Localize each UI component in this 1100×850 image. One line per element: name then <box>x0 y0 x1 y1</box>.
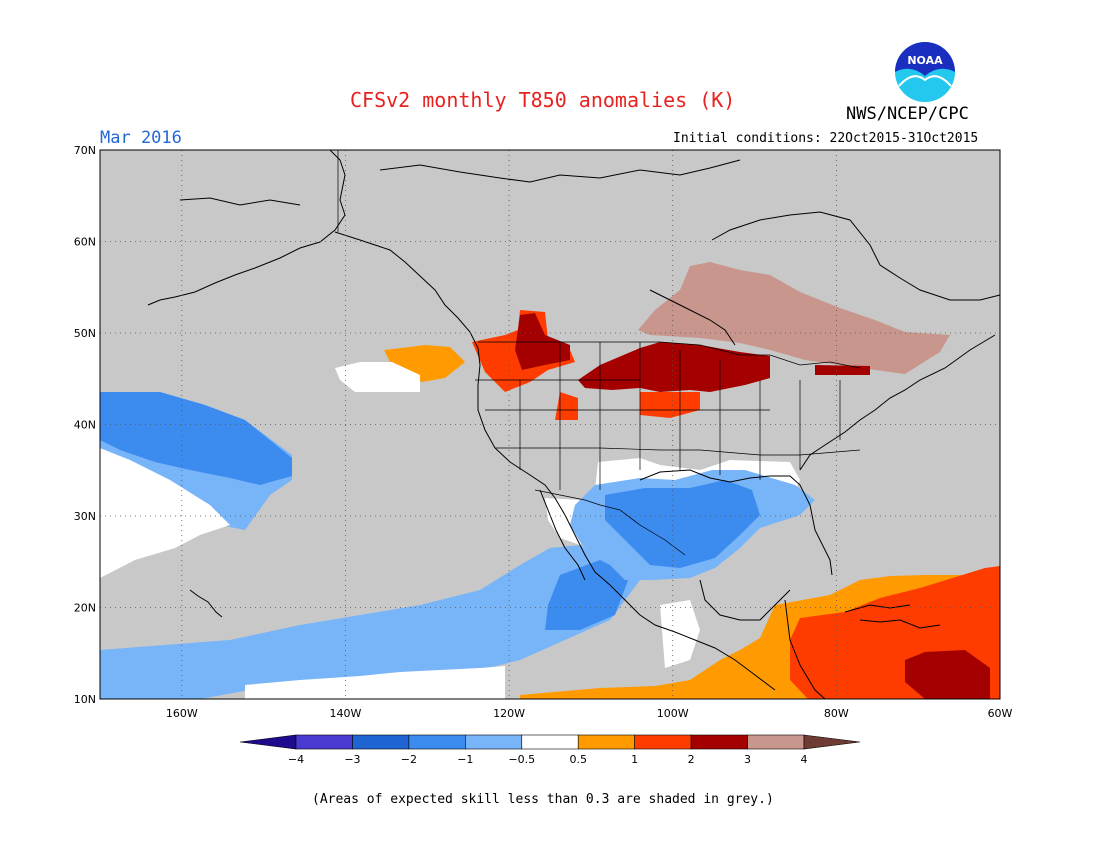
colorbar-label: 2 <box>688 753 695 766</box>
lat-tick-label: 50N <box>74 327 96 340</box>
agency-label: NWS/NCEP/CPC <box>846 104 969 124</box>
lon-tick-label: 140W <box>330 707 362 720</box>
lat-tick-label: 20N <box>74 602 96 615</box>
colorbar-label: 0.5 <box>569 753 587 766</box>
coastlines <box>147 149 1001 700</box>
lat-tick-label: 70N <box>74 144 96 157</box>
neutral-north-pacific <box>100 448 230 578</box>
colorbar-swatch <box>465 734 523 750</box>
warm-anomaly-northern-plains <box>578 342 770 392</box>
lon-tick-label: 100W <box>657 707 689 720</box>
map-title: CFSv2 monthly T850 anomalies (K) <box>350 88 736 112</box>
map-border <box>99 149 1001 700</box>
warm-anomaly-montana <box>515 313 570 370</box>
colorbar-swatch <box>747 734 805 750</box>
noaa-logo: NOAA <box>895 42 955 102</box>
colorbar-swatch <box>521 734 579 750</box>
forecast-month: Mar 2016 <box>100 128 182 148</box>
lon-tick-label: 60W <box>988 707 1013 720</box>
logo-text: NOAA <box>907 54 943 67</box>
colorbar-swatch <box>352 734 410 750</box>
cool-anomaly-north-pacific <box>100 392 292 485</box>
colorbar-over-triangle <box>803 734 861 750</box>
warm-anomaly-canada <box>638 262 950 374</box>
cool-anomaly-subtropical-pacific <box>100 545 640 699</box>
colorbar-swatch <box>577 734 635 750</box>
colorbar-under-triangle <box>239 734 297 750</box>
negative-anomaly-areas <box>100 392 815 699</box>
lat-tick-label: 30N <box>74 510 96 523</box>
colorbar-label: −4 <box>288 753 304 766</box>
lon-tick-label: 160W <box>166 707 198 720</box>
graticule <box>100 150 1000 699</box>
colorbar-swatch <box>690 734 748 750</box>
warm-anomaly-pacific <box>384 345 465 382</box>
colorbar-label: 1 <box>631 753 638 766</box>
warm-anomaly-caribbean-dark <box>905 650 990 699</box>
colorbar-label: 4 <box>801 753 808 766</box>
map-frame: 70N 60N 50N 40N 30N 20N 10N 160W 140W 120W 100W 80… <box>74 144 1013 720</box>
lon-tick-label: 80W <box>824 707 849 720</box>
warm-anomaly-great-lakes <box>815 365 870 375</box>
political-boundaries <box>337 150 861 556</box>
colorbar-swatch <box>634 734 692 750</box>
colorbar-label: −0.5 <box>508 753 535 766</box>
warm-anomaly-dakotas <box>640 392 700 418</box>
colorbar-swatch <box>408 734 466 750</box>
lon-tick-label: 120W <box>493 707 525 720</box>
cool-anomaly-baja <box>545 560 630 630</box>
colorbar: −4 −3 −2 −1 −0.5 0.5 1 2 3 4 <box>239 734 861 766</box>
lat-tick-label: 60N <box>74 236 96 249</box>
colorbar-swatch <box>295 734 353 750</box>
neutral-pacific <box>335 362 420 392</box>
colorbar-label: −1 <box>457 753 473 766</box>
lon-tick-labels: 160W 140W 120W 100W 80W 60W <box>166 707 1013 720</box>
lat-tick-labels: 70N 60N 50N 40N 30N 20N 10N <box>74 144 96 706</box>
colorbar-label: −3 <box>344 753 360 766</box>
cool-anomaly-texas <box>605 480 760 568</box>
colorbar-label: 3 <box>744 753 751 766</box>
warm-anomaly-wyoming <box>555 392 578 420</box>
skill-footnote: (Areas of expected skill less than 0.3 a… <box>312 792 774 807</box>
colorbar-label: −2 <box>401 753 417 766</box>
neutral-subtropical-pacific <box>245 666 505 699</box>
lat-tick-label: 10N <box>74 693 96 706</box>
initial-conditions: Initial conditions: 22Oct2015-31Oct2015 <box>673 131 979 146</box>
lat-tick-label: 40N <box>74 419 96 432</box>
